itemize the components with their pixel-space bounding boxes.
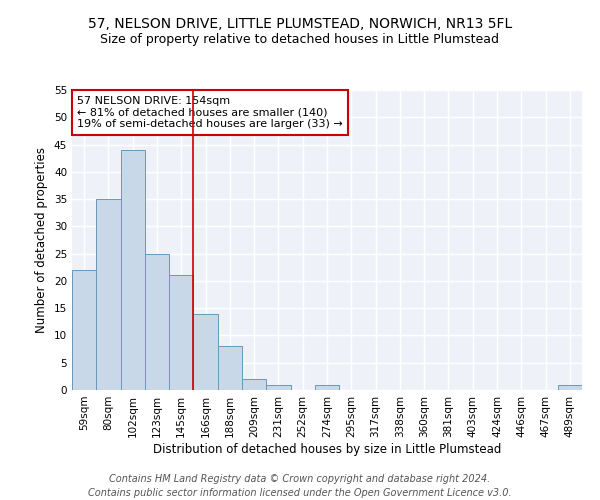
Bar [121, 150, 145, 390]
Bar [169, 276, 193, 390]
Bar [558, 384, 582, 390]
Y-axis label: Number of detached properties: Number of detached properties [35, 147, 49, 333]
Bar [145, 254, 169, 390]
Text: 57, NELSON DRIVE, LITTLE PLUMSTEAD, NORWICH, NR13 5FL: 57, NELSON DRIVE, LITTLE PLUMSTEAD, NORW… [88, 18, 512, 32]
Bar [315, 384, 339, 390]
Text: Contains HM Land Registry data © Crown copyright and database right 2024.
Contai: Contains HM Land Registry data © Crown c… [88, 474, 512, 498]
Text: 57 NELSON DRIVE: 154sqm
← 81% of detached houses are smaller (140)
19% of semi-d: 57 NELSON DRIVE: 154sqm ← 81% of detache… [77, 96, 343, 129]
Bar [266, 384, 290, 390]
Bar [242, 379, 266, 390]
Bar [218, 346, 242, 390]
Text: Size of property relative to detached houses in Little Plumstead: Size of property relative to detached ho… [101, 32, 499, 46]
X-axis label: Distribution of detached houses by size in Little Plumstead: Distribution of detached houses by size … [153, 442, 501, 456]
Bar [72, 270, 96, 390]
Bar [193, 314, 218, 390]
Bar [96, 199, 121, 390]
